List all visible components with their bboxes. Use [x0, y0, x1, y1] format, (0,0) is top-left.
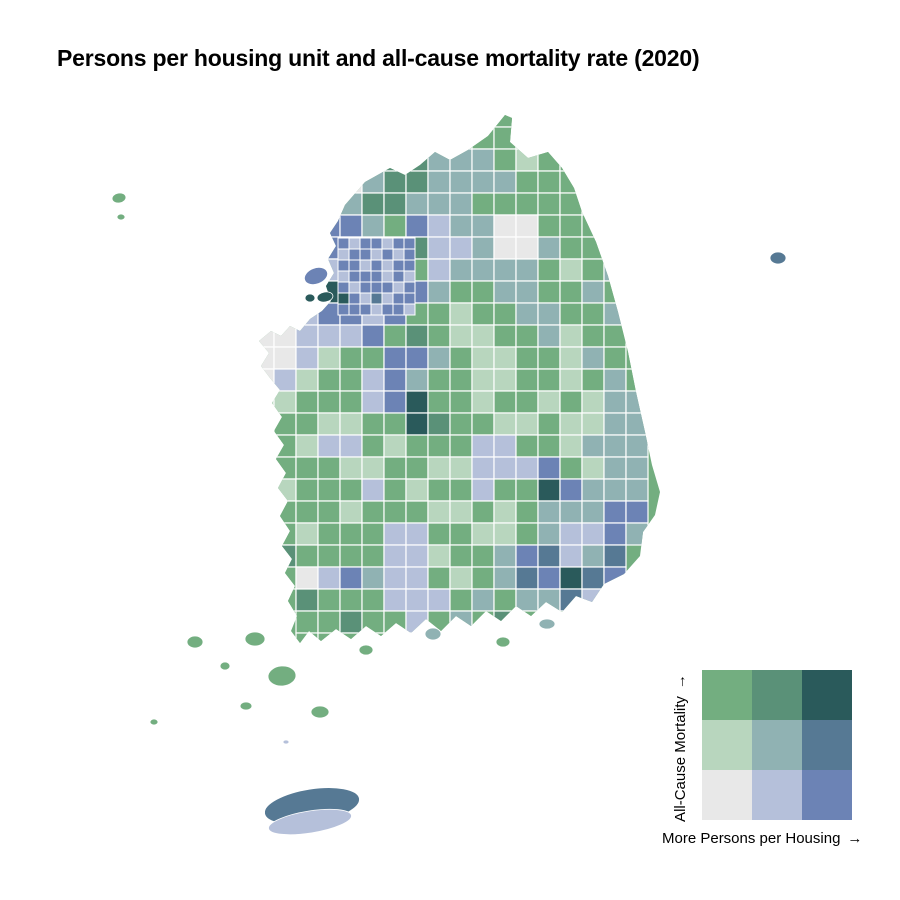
island-shapes	[111, 192, 787, 836]
municipality-cells	[259, 115, 649, 643]
legend-x-axis-label: More Persons per Housing →	[662, 830, 863, 847]
bivariate-legend	[702, 670, 852, 820]
legend-cell-1-2	[802, 720, 852, 770]
legend-cell-0-1	[752, 670, 802, 720]
seoul-metro-cells	[337, 237, 416, 316]
legend-cell-1-1	[752, 720, 802, 770]
right-arrow-icon: →	[847, 830, 863, 847]
legend-cell-2-0	[702, 770, 752, 820]
legend-cell-2-1	[752, 770, 802, 820]
legend-cell-0-2	[802, 670, 852, 720]
legend-cell-1-0	[702, 720, 752, 770]
legend-y-axis-label: All-Cause Mortality→	[672, 674, 689, 822]
legend-cell-0-0	[702, 670, 752, 720]
page-title: Persons per housing unit and all-cause m…	[57, 45, 700, 72]
legend-cell-2-2	[802, 770, 852, 820]
up-arrow-icon: →	[672, 674, 689, 690]
